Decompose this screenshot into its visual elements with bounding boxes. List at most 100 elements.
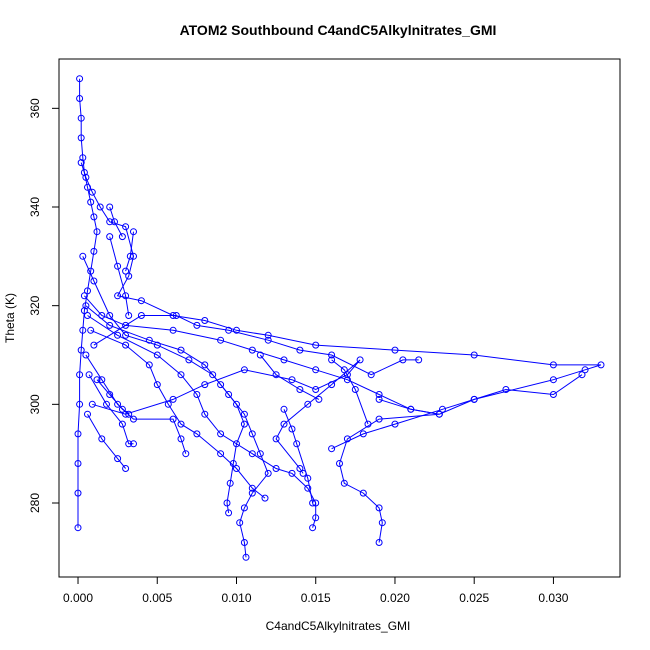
data-point: [288, 469, 296, 477]
data-point: [359, 430, 367, 438]
data-point: [248, 484, 256, 492]
data-point: [193, 391, 201, 398]
data-point: [309, 524, 317, 532]
series-10: [88, 356, 364, 477]
data-point: [182, 450, 190, 458]
data-point: [280, 420, 288, 428]
data-point: [375, 395, 383, 403]
data-point: [340, 479, 348, 487]
data-point: [312, 514, 320, 522]
data-point: [118, 405, 126, 413]
data-point: [240, 539, 248, 546]
data-point: [351, 386, 359, 393]
data-point: [122, 341, 130, 349]
series-line: [87, 413, 126, 469]
data-point: [288, 376, 296, 384]
data-point: [340, 366, 348, 374]
data-point: [375, 539, 383, 546]
data-point: [217, 381, 225, 389]
data-point: [391, 420, 399, 428]
data-point: [240, 410, 248, 418]
data-point: [130, 415, 137, 423]
data-point: [125, 440, 133, 448]
data-point: [343, 435, 351, 443]
data-point: [118, 233, 126, 241]
data-point: [77, 134, 85, 142]
data-point: [177, 420, 185, 428]
series-20: [256, 351, 323, 403]
data-point: [93, 376, 101, 384]
y-tick-label: 300: [28, 394, 42, 414]
data-point: [145, 361, 153, 369]
data-point: [125, 410, 133, 418]
data-point: [328, 445, 336, 453]
data-point: [80, 307, 88, 315]
series-13: [106, 233, 133, 319]
x-axis-label: C4andC5Alkylnitrates_GMI: [266, 619, 411, 633]
data-point: [248, 450, 256, 458]
series-1: [74, 75, 101, 532]
data-point: [296, 346, 304, 354]
series-9: [84, 410, 130, 472]
y-tick-label: 320: [28, 295, 42, 315]
series-line: [88, 374, 134, 445]
data-point: [114, 292, 122, 300]
data-point: [106, 233, 114, 241]
data-point: [336, 460, 343, 467]
series-line: [109, 206, 123, 237]
series-12: [87, 326, 269, 502]
data-point: [172, 312, 180, 319]
data-point: [77, 114, 85, 122]
data-point: [248, 346, 256, 354]
data-point: [85, 371, 93, 379]
data-point: [137, 312, 145, 319]
data-point: [122, 321, 130, 329]
data-point: [122, 331, 130, 339]
data-point: [98, 376, 106, 384]
series-8: [85, 371, 137, 448]
data-point: [256, 351, 264, 359]
data-point: [233, 400, 240, 408]
data-point: [549, 376, 557, 384]
data-point: [280, 405, 288, 413]
data-point: [233, 440, 240, 448]
data-point: [74, 524, 82, 532]
data-point: [125, 312, 133, 319]
data-point: [470, 351, 478, 359]
data-point: [296, 465, 304, 472]
data-point: [225, 509, 233, 517]
data-point: [106, 203, 114, 211]
series-7: [82, 351, 190, 458]
data-point: [84, 410, 91, 418]
data-point: [261, 494, 269, 502]
data-point: [84, 287, 91, 295]
data-point: [399, 356, 407, 364]
data-point: [88, 400, 96, 408]
data-point: [264, 469, 272, 477]
y-tick-label: 280: [28, 493, 42, 513]
y-axis-label: Theta (K): [3, 293, 17, 343]
data-point: [169, 415, 177, 423]
data-point: [76, 75, 84, 83]
data-point: [217, 430, 225, 438]
data-point: [80, 292, 88, 300]
data-point: [240, 366, 248, 374]
data-point: [79, 154, 87, 162]
data-point: [82, 351, 90, 359]
data-point: [169, 395, 177, 403]
data-point: [236, 519, 244, 527]
data-point: [549, 391, 557, 398]
data-point: [312, 499, 320, 507]
series-line: [90, 329, 266, 499]
plot-area: [74, 75, 605, 561]
data-point: [77, 346, 85, 354]
data-point: [581, 366, 589, 374]
data-point: [364, 420, 372, 428]
data-point: [201, 410, 209, 418]
data-point: [169, 326, 177, 334]
data-point: [391, 346, 399, 354]
data-point: [578, 371, 586, 379]
x-tick-label: 0.005: [142, 591, 172, 605]
data-point: [122, 223, 130, 231]
